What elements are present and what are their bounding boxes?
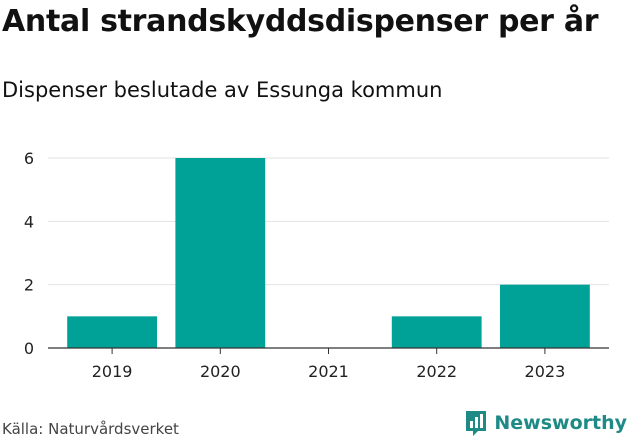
brand: Newsworthy	[464, 409, 627, 437]
bar-2019	[67, 316, 158, 348]
y-axis: 0 2 4 6	[24, 149, 34, 358]
y-tick-label: 6	[24, 149, 34, 168]
grid-lines	[48, 157, 609, 286]
y-tick-label: 2	[24, 276, 34, 295]
x-tick-label: 2019	[92, 362, 133, 381]
chart-title: Antal strandskyddsdispenser per år	[2, 4, 599, 39]
x-axis: 2019 2020 2021 2022 2023	[48, 347, 609, 381]
bar-2022	[391, 316, 482, 348]
x-tick-label: 2023	[525, 362, 566, 381]
brand-name: Newsworthy	[494, 412, 627, 434]
newsworthy-logo-icon	[466, 411, 487, 436]
chart-subtitle: Dispenser beslutade av Essunga kommun	[2, 78, 443, 102]
x-tick-label: 2021	[308, 362, 349, 381]
x-tick-label: 2022	[416, 362, 457, 381]
bars	[67, 158, 590, 348]
source-note: Källa: Naturvårdsverket	[2, 420, 179, 438]
y-tick-label: 0	[24, 339, 34, 358]
y-tick-label: 4	[24, 212, 34, 231]
x-tick-label: 2020	[200, 362, 241, 381]
bar-2020	[175, 158, 266, 348]
bar-2023	[499, 284, 590, 348]
